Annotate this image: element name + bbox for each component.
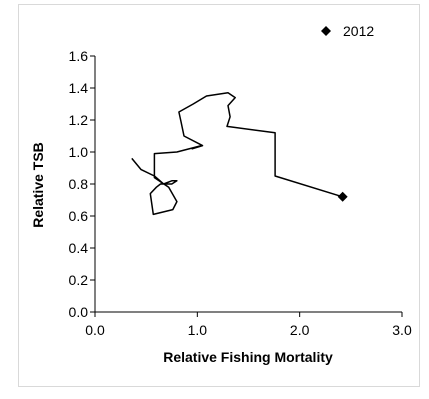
y-tick-label: 0.6 — [69, 208, 89, 224]
y-axis-title: Relative TSB — [30, 142, 46, 228]
tick-labels: 0.0 0.2 0.4 0.6 0.8 1.0 1.2 1.4 1.6 0.0 1.0 2.0 3.0 — [69, 48, 412, 338]
x-tick-label: 0.0 — [85, 322, 105, 338]
x-tick-label: 1.0 — [188, 322, 208, 338]
y-tick-label: 0.2 — [69, 272, 89, 288]
series-line-0 — [132, 93, 343, 215]
x-tick-label: 3.0 — [392, 322, 412, 338]
highlight-point-2012 — [338, 192, 348, 202]
y-tick-label: 1.6 — [69, 48, 89, 64]
x-axis-title: Relative Fishing Mortality — [163, 349, 333, 365]
y-tick-label: 1.4 — [69, 80, 89, 96]
axes-layer — [90, 56, 402, 317]
y-tick-label: 1.0 — [69, 144, 89, 160]
y-tick-label: 0.4 — [69, 240, 89, 256]
x-tick-label: 2.0 — [290, 322, 310, 338]
legend-label: 2012 — [343, 23, 374, 39]
y-tick-label: 0.0 — [69, 304, 89, 320]
series-layer — [132, 93, 348, 215]
y-tick-label: 1.2 — [69, 112, 89, 128]
y-tick-label: 0.8 — [69, 176, 89, 192]
legend-marker-icon — [321, 26, 331, 36]
legend: 2012 — [321, 23, 374, 39]
